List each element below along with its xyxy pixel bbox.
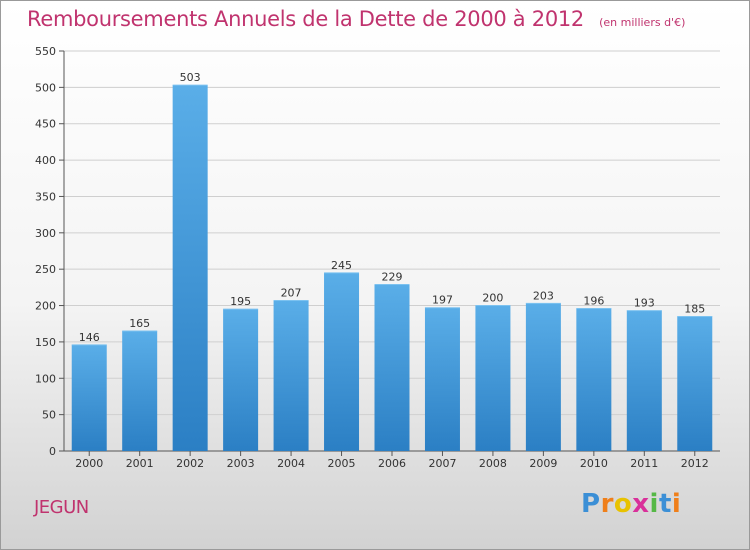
x-tick-label: 2003 <box>227 457 255 470</box>
y-tick-label: 150 <box>35 336 56 349</box>
x-tick-label: 2008 <box>479 457 507 470</box>
chart-title: Remboursements Annuels de la Dette de 20… <box>27 7 584 31</box>
bar <box>677 316 713 451</box>
brand-letter: i <box>649 489 659 519</box>
y-tick-label: 250 <box>35 263 56 276</box>
bar <box>626 310 662 451</box>
brand-letter: x <box>632 489 650 519</box>
y-tick-label: 500 <box>35 81 56 94</box>
bar <box>71 344 107 451</box>
bar-value-label: 229 <box>382 270 403 283</box>
brand-letter: i <box>671 489 682 519</box>
y-tick-label: 100 <box>35 372 56 385</box>
chart-subtitle: (en milliers d'€) <box>599 16 686 29</box>
x-tick-label: 2006 <box>378 457 406 470</box>
bar <box>475 305 511 451</box>
bar <box>172 85 208 451</box>
bar-value-label: 503 <box>180 71 201 84</box>
brand-letter: t <box>658 489 672 519</box>
bar-value-label: 197 <box>432 294 453 307</box>
brand-letter: P <box>581 489 601 519</box>
bar-value-label: 203 <box>533 289 554 302</box>
x-tick-label: 2000 <box>75 457 103 470</box>
bar <box>525 303 561 451</box>
y-tick-label: 50 <box>42 409 56 422</box>
x-tick-label: 2010 <box>580 457 608 470</box>
bar-value-label: 165 <box>129 317 150 330</box>
bar <box>424 307 460 451</box>
x-tick-label: 2011 <box>630 457 658 470</box>
y-tick-label: 0 <box>49 445 56 458</box>
bar-value-label: 185 <box>684 302 705 315</box>
x-tick-label: 2004 <box>277 457 305 470</box>
x-tick-label: 2005 <box>328 457 356 470</box>
x-tick-label: 2012 <box>681 457 709 470</box>
commune-name: JEGUN <box>34 497 89 518</box>
bar-value-label: 200 <box>482 292 503 305</box>
brand-letter: o <box>613 489 633 519</box>
bar <box>223 309 259 451</box>
brand-logo: Proxiti <box>581 489 681 519</box>
bar <box>273 300 309 451</box>
x-tick-label: 2007 <box>428 457 456 470</box>
y-tick-label: 300 <box>35 227 56 240</box>
bar-value-label: 193 <box>634 297 655 310</box>
bar <box>374 284 410 451</box>
x-tick-label: 2002 <box>176 457 204 470</box>
bar-value-label: 245 <box>331 259 352 272</box>
x-tick-label: 2009 <box>529 457 557 470</box>
y-tick-label: 350 <box>35 190 56 203</box>
bar-value-label: 207 <box>281 286 302 299</box>
bar <box>576 308 612 451</box>
y-tick-label: 450 <box>35 118 56 131</box>
y-tick-label: 200 <box>35 300 56 313</box>
bar-value-label: 196 <box>583 294 604 307</box>
brand-letter: r <box>600 489 614 519</box>
y-tick-label: 400 <box>35 154 56 167</box>
y-tick-label: 550 <box>35 45 56 58</box>
bar <box>324 272 360 451</box>
title-row: Remboursements Annuels de la Dette de 20… <box>27 7 685 31</box>
bar-value-label: 195 <box>230 295 251 308</box>
bar <box>122 331 158 451</box>
x-tick-label: 2001 <box>126 457 154 470</box>
bar-value-label: 146 <box>79 331 100 344</box>
